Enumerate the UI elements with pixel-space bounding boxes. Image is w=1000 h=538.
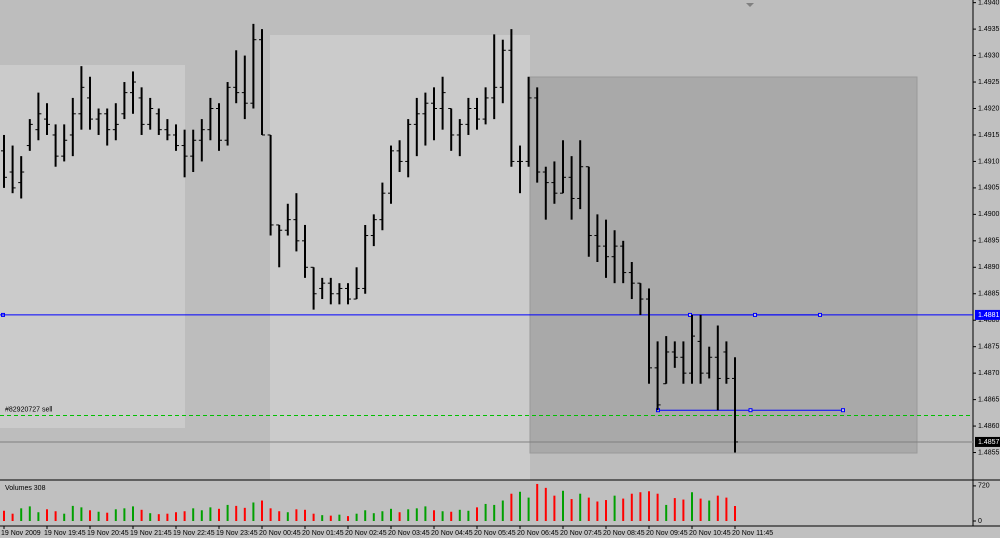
x-tick-label: 20 Nov 07:45 [560,530,602,537]
y-tick-label: 1.4915 [978,132,1000,139]
y-tick-label: 1.4905 [978,185,1000,192]
range-box [270,35,530,480]
volume-title: Volumes 308 [5,485,46,492]
line-handle [818,312,822,317]
volume-plot: Volumes 308 0 720 [3,483,990,525]
line-handle [841,408,845,413]
y-tick-label: 1.4925 [978,79,1000,86]
y-tick-label: 1.4910 [978,158,1000,165]
y-tick-label: 1.4920 [978,105,1000,112]
x-tick-label: 20 Nov 01:45 [302,530,344,537]
x-tick-label: 19 Nov 2009 [1,530,41,537]
y-tick-label: 1.4895 [978,238,1000,245]
x-tick-label: 19 Nov 23:45 [216,530,258,537]
y-tick-label: 1.4875 [978,344,1000,351]
x-tick-label: 20 Nov 10:45 [689,530,731,537]
x-tick-label: 20 Nov 06:45 [517,530,559,537]
y-tick-label: 1.4940 [978,0,1000,6]
price-label-box [975,309,1000,320]
y-tick-label: 1.4880 [978,317,1000,324]
y-tick-label: 1.4885 [978,291,1000,298]
range-box [0,65,185,428]
x-tick-label: 20 Nov 09:45 [646,530,688,537]
range-box [529,76,918,454]
y-tick-label: 1.4860 [978,423,1000,430]
x-tick-label: 19 Nov 20:45 [87,530,129,537]
x-tick-label: 20 Nov 03:45 [388,530,430,537]
price-label: 1.4857 [978,439,1000,446]
line-handle [748,408,753,413]
y-tick-label: 1.4865 [978,396,1000,403]
x-tick-label: 19 Nov 19:45 [44,530,86,537]
y-tick-label: 1.4930 [978,52,1000,59]
shift-marker [746,3,754,7]
y-tick-label: 0 [978,518,982,525]
price-label: 1.4881 [978,312,1000,319]
line-handle [1,312,5,317]
order-label: #82920727 sell [5,406,53,413]
x-tick-label: 19 Nov 22:45 [173,530,215,537]
y-tick-label: 1.4935 [978,26,1000,33]
y-tick-label: 1.4855 [978,449,1000,456]
price-label-box [975,436,1000,447]
x-tick-label: 19 Nov 21:45 [130,530,172,537]
x-tick-label: 20 Nov 11:45 [732,530,773,537]
x-tick-label: 20 Nov 08:45 [603,530,645,537]
y-tick-label: 1.4870 [978,370,1000,377]
x-tick-label: 20 Nov 02:45 [345,530,387,537]
x-tick-label: 20 Nov 05:45 [474,530,516,537]
line-handle [753,312,757,317]
y-tick-label: 720 [978,483,990,490]
y-tick-label: 1.4900 [978,211,1000,218]
x-tick-label: 20 Nov 04:45 [431,530,473,537]
y-tick-label: 1.4890 [978,264,1000,271]
x-tick-label: 20 Nov 00:45 [259,530,301,537]
